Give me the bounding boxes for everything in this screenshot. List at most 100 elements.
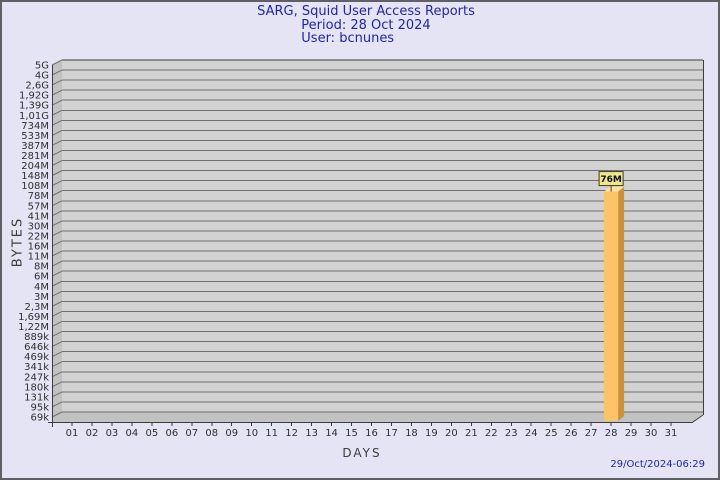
y-tick [51, 250, 63, 257]
x-tick-label: 12 [285, 428, 298, 439]
y-tick [51, 79, 63, 86]
x-tick-label: 21 [465, 428, 478, 439]
y-tick-label: 5G [35, 61, 49, 72]
x-axis-title: DAYS [342, 446, 382, 460]
x-tick-label: 30 [645, 428, 658, 439]
x-tick-label: 17 [385, 428, 398, 439]
x-tick-label: 01 [66, 428, 79, 439]
y-tick-label: 1,01G [19, 111, 49, 122]
y-tick [51, 150, 63, 156]
x-tick-label: 26 [565, 428, 578, 439]
day-bar [604, 191, 619, 421]
y-tick [51, 331, 63, 337]
y-tick-label: 69k [30, 413, 49, 424]
generation-timestamp: 29/Oct/2024-06:29 [610, 459, 705, 470]
y-tick [51, 280, 63, 287]
y-tick [51, 260, 63, 267]
y-tick-label: 646k [24, 342, 49, 353]
y-tick-label: 1,39G [19, 101, 49, 112]
x-tick-label: 08 [205, 428, 218, 439]
y-tick-label: 11M [28, 252, 49, 263]
y-tick-label: 131k [24, 392, 49, 403]
floor-right-edge [692, 414, 704, 423]
x-tick-label: 19 [425, 428, 438, 439]
y-tick-label: 108M [21, 181, 49, 192]
y-tick-label: 57M [28, 201, 49, 212]
y-tick [51, 321, 63, 327]
y-tick-label: 41M [28, 211, 49, 222]
y-tick-label: 1,69M [18, 312, 49, 323]
x-tick-label: 23 [505, 428, 518, 439]
y-tick-label: 1,92G [19, 91, 49, 102]
y-tick [51, 200, 63, 207]
y-tick [51, 401, 63, 408]
y-tick [51, 170, 63, 177]
y-tick [51, 89, 63, 96]
y-tick-label: 2,6G [25, 81, 49, 92]
y-tick [51, 391, 63, 398]
x-tick-label: 20 [445, 428, 458, 439]
y-tick [51, 109, 63, 116]
x-tick-label: 27 [585, 428, 598, 439]
y-tick [51, 310, 63, 317]
y-tick [51, 381, 63, 388]
x-tick-label: 16 [365, 428, 378, 439]
y-tick [51, 240, 63, 247]
y-tick-label: 4G [35, 71, 49, 82]
x-tick-label: 13 [305, 428, 318, 439]
report-period: Period: 28 Oct 2024 [301, 17, 431, 33]
y-tick [51, 361, 63, 368]
y-tick [51, 129, 63, 136]
y-tick [51, 59, 63, 66]
y-tick [51, 190, 63, 197]
y-tick-label: 469k [24, 352, 49, 363]
y-tick-label: 180k [24, 382, 49, 393]
y-tick [51, 300, 63, 307]
y-tick [51, 411, 63, 418]
x-tick-label: 05 [145, 428, 158, 439]
report-title: SARG, Squid User Access Reports [257, 4, 475, 19]
y-tick [51, 341, 63, 348]
x-tick-label: 09 [225, 428, 238, 439]
y-tick-label: 341k [24, 362, 49, 373]
y-tick-label: 533M [21, 131, 49, 142]
x-tick-label: 28 [605, 428, 618, 439]
x-tick-label: 11 [265, 428, 278, 439]
y-tick-label: 95k [30, 402, 49, 413]
day-bar-top [604, 186, 625, 192]
x-tick-label: 22 [485, 428, 498, 439]
y-tick-label: 1,22M [18, 322, 49, 333]
y-tick [51, 180, 63, 187]
y-tick-label: 22M [28, 231, 49, 242]
y-tick [51, 220, 63, 227]
y-tick [51, 230, 63, 237]
x-tick-label: 14 [325, 428, 338, 439]
plot-left-wall [52, 60, 62, 417]
y-tick-label: 2,3M [24, 302, 49, 313]
x-tick-label: 29 [625, 428, 638, 439]
bar-value-label: 76M [600, 175, 622, 185]
y-tick-label: 387M [21, 141, 49, 152]
y-tick-label: 6M [34, 272, 49, 283]
y-tick [51, 69, 63, 76]
report-user: User: bcnunes [301, 31, 395, 46]
y-tick [51, 99, 63, 106]
report-header: SARG, Squid User Access Reports Period: … [2, 4, 718, 46]
y-tick-label: 889k [24, 332, 49, 343]
x-tick-label: 25 [545, 428, 558, 439]
y-tick-label: 204M [21, 161, 49, 172]
y-tick-label: 8M [34, 262, 49, 273]
y-tick [51, 140, 63, 146]
y-tick-label: 3M [34, 292, 49, 303]
y-tick [51, 270, 63, 277]
y-tick-label: 30M [28, 221, 49, 232]
x-tick-label: 10 [245, 428, 258, 439]
y-tick-label: 734M [21, 121, 49, 132]
y-tick [51, 351, 63, 358]
y-tick [51, 210, 63, 217]
x-tick-label: 07 [185, 428, 198, 439]
x-tick-label: 15 [345, 428, 358, 439]
y-tick [51, 371, 63, 378]
